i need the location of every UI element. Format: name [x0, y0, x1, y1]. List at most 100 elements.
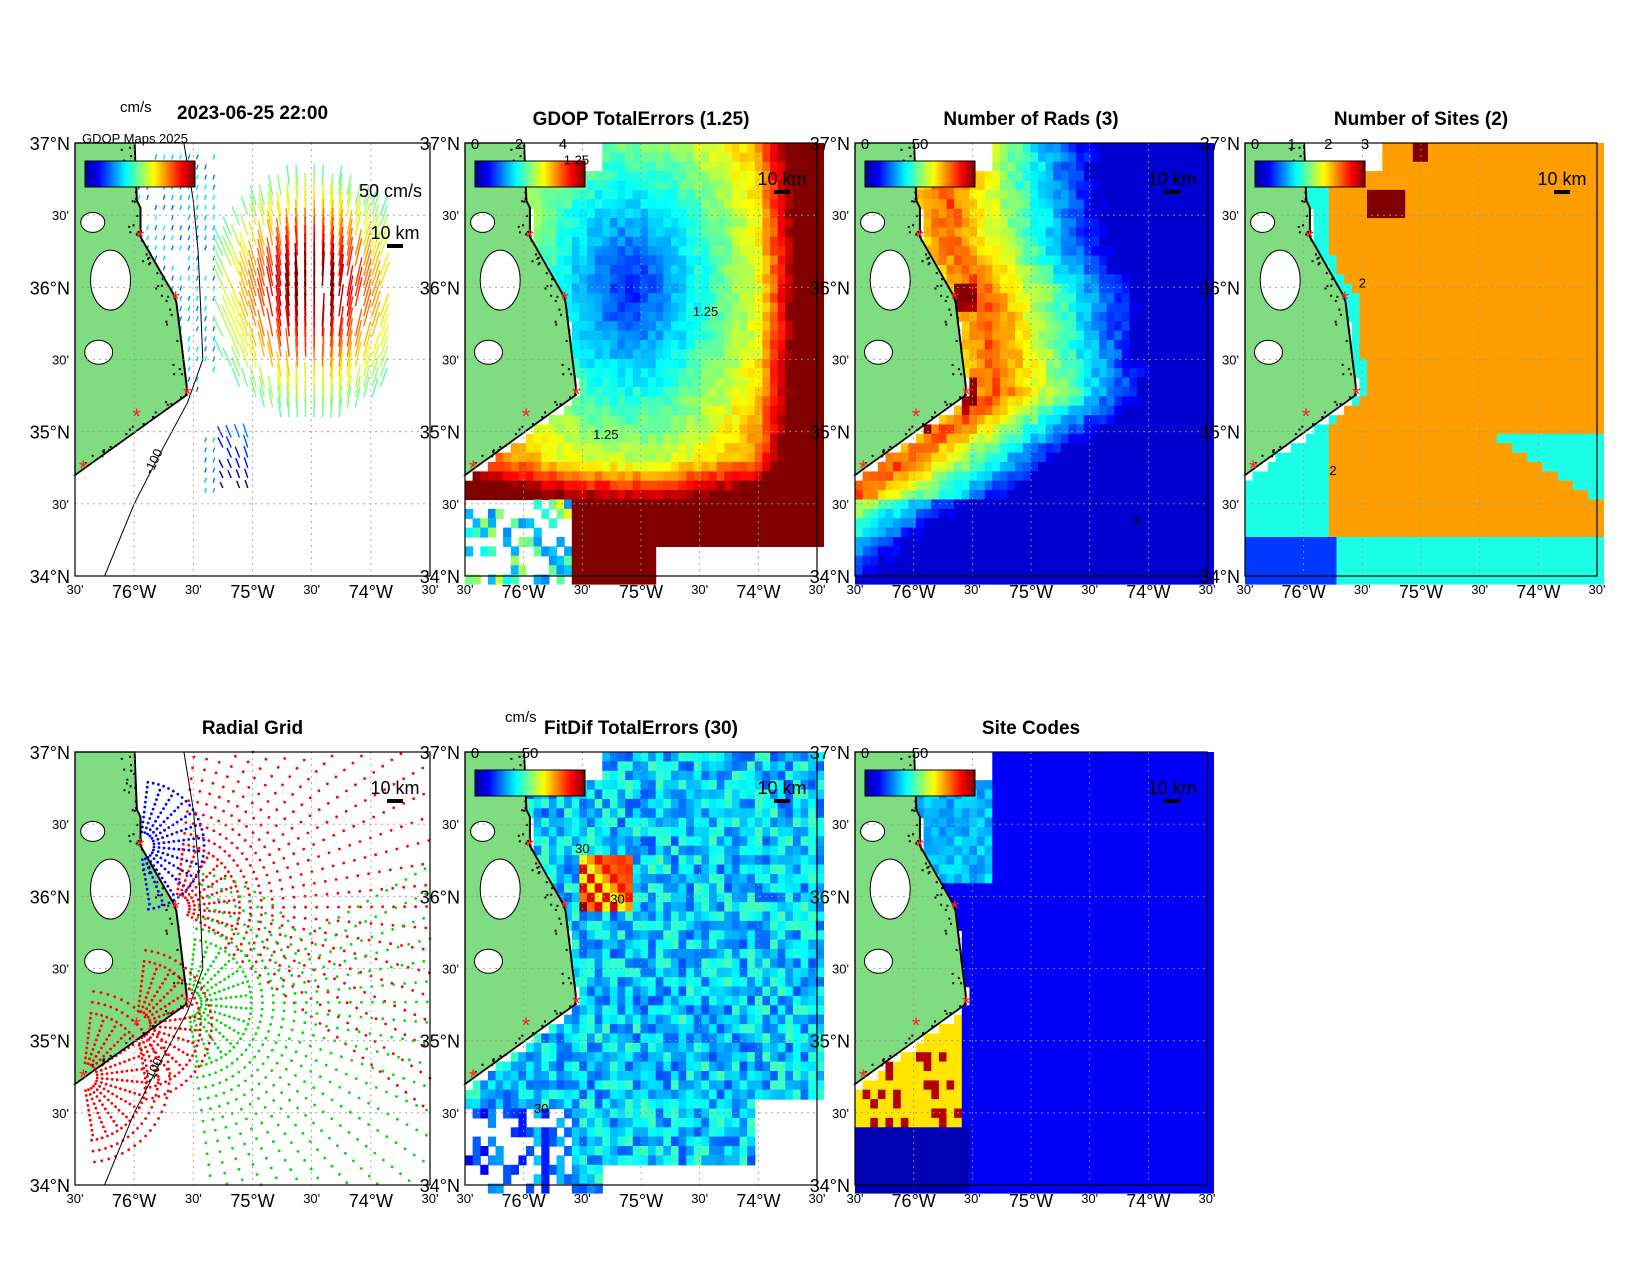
data-cell	[977, 433, 986, 444]
data-cell	[885, 565, 894, 576]
data-cell	[916, 490, 925, 501]
current-vector	[195, 265, 199, 271]
data-cell	[754, 246, 763, 257]
current-vector	[371, 333, 380, 357]
site-marker: *	[522, 404, 531, 429]
data-cell	[617, 189, 626, 200]
data-cell	[1420, 293, 1429, 304]
data-cell	[754, 180, 763, 191]
data-cell	[541, 246, 550, 257]
data-cell	[1205, 302, 1214, 313]
data-cell	[1137, 471, 1146, 482]
current-vector	[294, 242, 299, 276]
data-cell	[1099, 443, 1108, 454]
data-cell	[1389, 208, 1399, 219]
data-cell	[564, 490, 573, 501]
data-cell	[992, 227, 1001, 238]
data-cell	[1060, 246, 1070, 257]
current-vector	[354, 183, 361, 206]
data-cell	[961, 274, 970, 285]
data-cell	[1313, 199, 1322, 210]
data-cell	[640, 161, 649, 172]
data-cell	[1060, 452, 1070, 463]
data-cell	[1443, 293, 1452, 304]
current-vector	[230, 282, 241, 307]
data-cell	[731, 433, 741, 444]
data-cell	[1481, 227, 1490, 238]
data-cell	[693, 208, 702, 219]
data-cell	[777, 218, 786, 229]
data-cell	[617, 527, 626, 538]
data-cell	[709, 518, 718, 529]
data-cell	[678, 283, 687, 294]
data-cell	[1443, 311, 1452, 322]
data-cell	[1106, 537, 1115, 547]
data-cell	[1198, 480, 1207, 491]
data-cell	[587, 405, 596, 416]
data-cell	[617, 340, 626, 350]
data-cell	[762, 415, 771, 426]
data-cell	[1083, 405, 1092, 416]
data-cell	[648, 368, 657, 379]
coast-dot	[871, 454, 874, 457]
data-cell	[1389, 218, 1399, 229]
data-cell	[815, 518, 824, 529]
current-vector	[225, 425, 232, 438]
data-cell	[762, 218, 771, 229]
current-vector	[240, 195, 249, 216]
data-cell	[1045, 433, 1054, 444]
current-vector	[276, 191, 282, 216]
data-cell	[1167, 161, 1176, 172]
data-cell	[625, 537, 634, 547]
data-cell	[1198, 321, 1207, 332]
data-cell	[1458, 227, 1467, 238]
data-cell	[1374, 189, 1383, 200]
data-cell	[938, 555, 948, 566]
data-cell	[1190, 227, 1199, 238]
data-cell	[701, 537, 710, 547]
data-cell	[1053, 555, 1062, 566]
data-cell	[686, 462, 695, 472]
data-cell	[609, 537, 619, 547]
data-cell	[1580, 283, 1589, 294]
data-cell	[571, 433, 580, 444]
data-cell	[1428, 143, 1437, 153]
data-cell	[670, 189, 680, 200]
data-cell	[961, 443, 970, 454]
data-cell	[1038, 508, 1047, 519]
data-cell	[1175, 311, 1184, 322]
current-vector	[212, 214, 216, 221]
data-cell	[1045, 199, 1054, 210]
data-cell	[1198, 274, 1207, 285]
data-cell	[1060, 368, 1070, 379]
data-cell	[762, 208, 771, 219]
data-cell	[617, 218, 626, 229]
data-cell	[480, 546, 489, 557]
data-cell	[678, 274, 687, 285]
data-cell	[969, 555, 978, 566]
lat-minor-label: 30'	[52, 208, 69, 223]
data-cell	[1083, 443, 1092, 454]
data-cell	[602, 471, 611, 482]
data-cell	[954, 255, 963, 266]
data-cell	[1083, 321, 1092, 332]
data-cell	[587, 415, 596, 426]
data-cell	[617, 199, 626, 210]
data-cell	[686, 471, 695, 482]
current-vector	[321, 251, 325, 286]
current-vector	[162, 204, 166, 211]
data-cell	[815, 537, 824, 547]
data-cell	[1152, 311, 1161, 322]
data-cell	[1405, 180, 1414, 191]
data-cell	[770, 189, 779, 200]
data-cell	[480, 518, 489, 529]
data-cell	[1198, 377, 1207, 388]
current-vector	[329, 182, 334, 206]
data-cell	[762, 358, 771, 369]
data-cell	[655, 480, 664, 491]
data-cell	[1458, 274, 1467, 285]
data-cell	[961, 340, 970, 350]
data-cell	[724, 415, 733, 426]
data-cell	[1068, 265, 1077, 275]
data-cell	[815, 462, 824, 472]
